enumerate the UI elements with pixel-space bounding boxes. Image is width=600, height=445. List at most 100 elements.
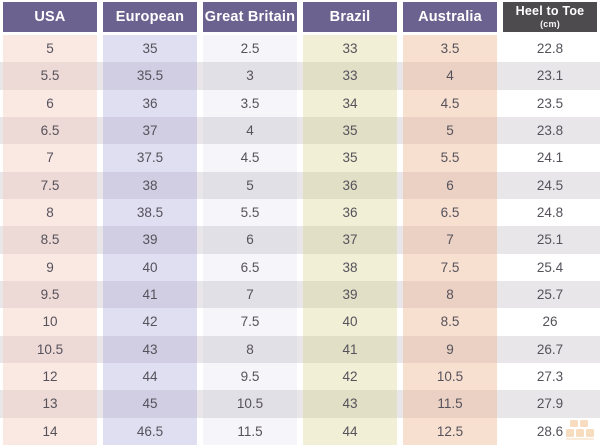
table-cell-australia: 6.5 xyxy=(403,198,497,227)
table-row: 6 36 3.5 34 4.5 23.5 xyxy=(0,89,600,117)
table-cell-great-britain: 8 xyxy=(203,335,297,363)
table-cell-great-britain: 6.5 xyxy=(203,253,297,281)
table-cell-european: 43 xyxy=(103,335,197,363)
table-cell-brazil: 36 xyxy=(303,198,397,227)
table-cell-heel-to-toe: 26.7 xyxy=(536,341,564,357)
table-cell-usa: 14 xyxy=(3,417,97,445)
table-cell-great-britain: 9.5 xyxy=(203,362,297,391)
table-cell-usa: 10 xyxy=(3,308,97,336)
table-row: 8 38.5 5.5 36 6.5 24.8 xyxy=(0,198,600,227)
table-cell-brazil: 33 xyxy=(303,35,397,63)
table-cell-australia: 5.5 xyxy=(403,144,497,172)
table-cell-australia: 11.5 xyxy=(403,390,497,418)
table-cell-usa: 13 xyxy=(3,390,97,418)
table-cell-australia: 4.5 xyxy=(403,89,497,117)
table-cell-brazil: 34 xyxy=(303,89,397,117)
table-row: 7 37.5 4.5 35 5.5 24.1 xyxy=(0,144,600,172)
table-cell-heel-to-toe: 23.1 xyxy=(536,68,564,84)
column-header-european: European xyxy=(103,2,197,32)
table-cell-australia: 7 xyxy=(403,226,497,254)
table-cell-usa: 8.5 xyxy=(3,226,97,254)
table-cell-european: 38.5 xyxy=(103,198,197,227)
table-cell-usa: 7 xyxy=(3,144,97,172)
table-row: 8.5 39 6 37 7 25.1 xyxy=(0,226,600,254)
table-cell-european: 38 xyxy=(103,171,197,199)
table-cell-brazil: 41 xyxy=(303,335,397,363)
table-cell-heel-to-toe: 26 xyxy=(542,314,558,330)
table-cell-usa: 5.5 xyxy=(3,62,97,90)
table-cell-european: 37 xyxy=(103,116,197,145)
table-cell-brazil: 42 xyxy=(303,362,397,391)
table-cell-brazil: 37 xyxy=(303,226,397,254)
table-row: 10 42 7.5 40 8.5 26 xyxy=(0,308,600,336)
table-cell-brazil: 36 xyxy=(303,171,397,199)
table-cell-european: 42 xyxy=(103,308,197,336)
table-cell-heel-to-toe: 24.1 xyxy=(536,150,564,166)
table-body: 5 35 2.5 33 3.5 22.8 5.5 35.5 3 33 4 23.1 6 36 3.5 34 4.… xyxy=(0,35,600,445)
column-header-australia: Australia xyxy=(403,2,497,32)
table-cell-usa: 12 xyxy=(3,362,97,391)
table-cell-european: 35 xyxy=(103,35,197,63)
column-header-sublabel: (cm) xyxy=(540,18,560,29)
table-cell-usa: 8 xyxy=(3,198,97,227)
table-cell-european: 44 xyxy=(103,362,197,391)
table-cell-european: 39 xyxy=(103,226,197,254)
table-cell-australia: 12.5 xyxy=(403,417,497,445)
table-cell-australia: 9 xyxy=(403,335,497,363)
table-cell-european: 35.5 xyxy=(103,62,197,90)
table-cell-heel-to-toe: 25.7 xyxy=(536,287,564,303)
column-header-heel-to-toe: Heel to Toe (cm) xyxy=(503,2,597,32)
table-cell-great-britain: 4 xyxy=(203,116,297,145)
table-cell-australia: 10.5 xyxy=(403,362,497,391)
table-header-row: USA European Great Britain Brazil Australia H… xyxy=(0,0,600,35)
table-row: 5.5 35.5 3 33 4 23.1 xyxy=(0,62,600,90)
table-cell-australia: 8.5 xyxy=(403,308,497,336)
table-row: 9.5 41 7 39 8 25.7 xyxy=(0,280,600,309)
table-cell-great-britain: 4.5 xyxy=(203,144,297,172)
column-header-label: Great Britain xyxy=(204,8,296,25)
table-cell-heel-to-toe: 25.1 xyxy=(536,232,564,248)
table-cell-usa: 9.5 xyxy=(3,280,97,309)
column-header-label: Heel to Toe xyxy=(515,4,585,19)
table-cell-great-britain: 7.5 xyxy=(203,308,297,336)
table-cell-australia: 7.5 xyxy=(403,253,497,281)
table-cell-european: 45 xyxy=(103,390,197,418)
table-cell-european: 41 xyxy=(103,280,197,309)
table-cell-brazil: 35 xyxy=(303,116,397,145)
table-cell-great-britain: 5.5 xyxy=(203,198,297,227)
table-cell-great-britain: 2.5 xyxy=(203,35,297,63)
column-header-brazil: Brazil xyxy=(303,2,397,32)
table-row: 6.5 37 4 35 5 23.8 xyxy=(0,116,600,145)
table-cell-australia: 3.5 xyxy=(403,35,497,63)
table-cell-usa: 9 xyxy=(3,253,97,281)
table-cell-heel-to-toe: 24.5 xyxy=(536,177,564,193)
table-cell-australia: 6 xyxy=(403,171,497,199)
table-cell-usa: 5 xyxy=(3,35,97,63)
table-cell-great-britain: 3.5 xyxy=(203,89,297,117)
table-cell-usa: 6.5 xyxy=(3,116,97,145)
table-row: 12 44 9.5 42 10.5 27.3 xyxy=(0,362,600,391)
table-cell-brazil: 33 xyxy=(303,62,397,90)
table-cell-brazil: 39 xyxy=(303,280,397,309)
column-header-label: European xyxy=(115,8,185,25)
table-cell-european: 40 xyxy=(103,253,197,281)
table-cell-great-britain: 6 xyxy=(203,226,297,254)
table-cell-australia: 5 xyxy=(403,116,497,145)
table-cell-brazil: 40 xyxy=(303,308,397,336)
column-header-label: Brazil xyxy=(329,8,371,25)
table-row: 14 46.5 11.5 44 12.5 28.6 xyxy=(0,417,600,445)
table-row: 7.5 38 5 36 6 24.5 xyxy=(0,171,600,199)
table-cell-european: 36 xyxy=(103,89,197,117)
table-cell-usa: 10.5 xyxy=(3,335,97,363)
table-cell-usa: 7.5 xyxy=(3,171,97,199)
table-cell-great-britain: 7 xyxy=(203,280,297,309)
table-cell-european: 37.5 xyxy=(103,144,197,172)
table-cell-brazil: 38 xyxy=(303,253,397,281)
table-cell-heel-to-toe: 27.3 xyxy=(536,369,564,385)
column-header-label: Australia xyxy=(418,8,482,25)
table-row: 10.5 43 8 41 9 26.7 xyxy=(0,335,600,363)
table-cell-heel-to-toe: 27.9 xyxy=(536,396,564,412)
table-cell-brazil: 35 xyxy=(303,144,397,172)
table-cell-australia: 4 xyxy=(403,62,497,90)
